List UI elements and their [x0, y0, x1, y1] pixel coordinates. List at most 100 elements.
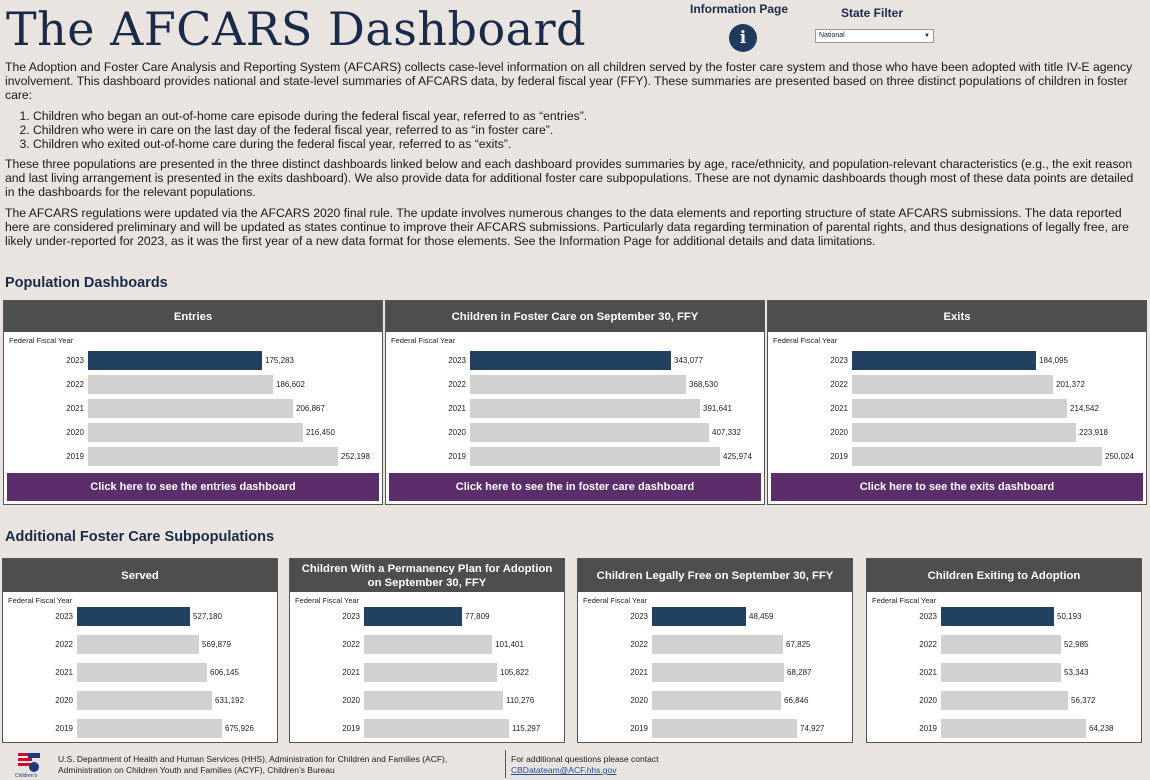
bar-2019[interactable] [941, 719, 1086, 738]
bar-2021[interactable] [941, 663, 1061, 682]
year-label: 2022 [448, 380, 466, 389]
open-dashboard-button[interactable]: Click here to see the entries dashboard [7, 473, 379, 501]
year-label: 2021 [830, 404, 848, 413]
bar-2021[interactable] [364, 663, 497, 682]
bar-2023[interactable] [852, 351, 1036, 370]
bar-value-label: 184,095 [1039, 356, 1068, 365]
bar-2023[interactable] [652, 607, 746, 626]
bar-2023[interactable] [941, 607, 1054, 626]
bar-row: 2019 115,297 [290, 719, 540, 738]
bar-2019[interactable] [364, 719, 509, 738]
bar-value-label: 67,825 [786, 640, 811, 649]
bar-2020[interactable] [941, 691, 1068, 710]
bar-2021[interactable] [852, 399, 1067, 418]
bar-row: 2021 206,867 [4, 399, 325, 418]
year-label: 2019 [55, 724, 73, 733]
card-title: Children Exiting to Adoption [867, 559, 1141, 592]
bar-2020[interactable] [852, 423, 1076, 442]
bar-2021[interactable] [77, 663, 207, 682]
bar-2023[interactable] [77, 607, 190, 626]
bar-value-label: 250,024 [1105, 452, 1134, 461]
sub_cards-card-served: Served Federal Fiscal Year 2023 527,180 2022… [2, 558, 278, 743]
bar-2021[interactable] [652, 663, 784, 682]
year-label: 2020 [630, 696, 648, 705]
year-label: 2023 [448, 356, 466, 365]
population_cards-card-entries: Entries Federal Fiscal Year 2023 175,283 202… [3, 300, 383, 505]
year-label: 2019 [66, 452, 84, 461]
bar-row: 2023 175,283 [4, 351, 294, 370]
year-label: 2020 [55, 696, 73, 705]
bar-value-label: 66,846 [784, 696, 809, 705]
bar-row: 2020 223,918 [768, 423, 1108, 442]
bar-2022[interactable] [88, 375, 273, 394]
bar-row: 2022 368,530 [386, 375, 718, 394]
bar-2022[interactable] [364, 635, 492, 654]
axis-label: Federal Fiscal Year [295, 596, 360, 605]
bar-row: 2021 53,343 [867, 663, 1088, 682]
bar-value-label: 105,822 [500, 668, 529, 677]
bar-2020[interactable] [470, 423, 709, 442]
bar-value-label: 252,198 [341, 452, 370, 461]
bar-2022[interactable] [941, 635, 1061, 654]
bar-row: 2019 252,198 [4, 447, 370, 466]
bar-2023[interactable] [88, 351, 262, 370]
bar-2019[interactable] [470, 447, 720, 466]
bar-2020[interactable] [652, 691, 781, 710]
population-list: Children who began an out-of-home care e… [33, 109, 1145, 152]
contact-email-link[interactable]: CBDatateam@ACF.hhs.gov [511, 765, 617, 775]
bar-2023[interactable] [470, 351, 671, 370]
info-icon[interactable]: i [729, 24, 757, 52]
year-label: 2021 [55, 668, 73, 677]
bar-value-label: 425,974 [723, 452, 752, 461]
bar-value-label: 206,867 [296, 404, 325, 413]
card-title: Entries [4, 301, 382, 332]
open-dashboard-button[interactable]: Click here to see the exits dashboard [771, 473, 1143, 501]
year-label: 2020 [342, 696, 360, 705]
year-label: 2021 [342, 668, 360, 677]
bar-2022[interactable] [470, 375, 686, 394]
bar-value-label: 53,343 [1064, 668, 1089, 677]
year-label: 2022 [919, 640, 937, 649]
bar-2022[interactable] [77, 635, 199, 654]
footer-contact: For additional questions please contact … [511, 754, 658, 776]
year-label: 2023 [342, 612, 360, 621]
intro-paragraph-3: The AFCARS regulations were updated via … [5, 206, 1129, 248]
bar-row: 2023 77,809 [290, 607, 489, 626]
bar-value-label: 186,602 [276, 380, 305, 389]
year-label: 2020 [66, 428, 84, 437]
bar-2023[interactable] [364, 607, 462, 626]
population_cards-card-exits: Exits Federal Fiscal Year 2023 184,095 2022 2… [767, 300, 1147, 505]
state-filter-value: National [819, 32, 845, 39]
bar-2019[interactable] [88, 447, 338, 466]
bar-2019[interactable] [652, 719, 797, 738]
bar-2020[interactable] [88, 423, 303, 442]
bar-2020[interactable] [364, 691, 503, 710]
bar-row: 2020 631,192 [3, 691, 244, 710]
bar-2020[interactable] [77, 691, 212, 710]
list-item: Children who exited out-of-home care dur… [33, 137, 1145, 152]
axis-label: Federal Fiscal Year [872, 596, 937, 605]
sub_cards-card-children-with-a-permanency-plan-for-adop: Children With a Permanency Plan for Adop… [289, 558, 565, 743]
sub_cards-card-children-legally-free-on-september-30-ff: Children Legally Free on September 30, F… [577, 558, 853, 743]
bar-row: 2022 67,825 [578, 635, 810, 654]
bar-value-label: 64,238 [1089, 724, 1114, 733]
bar-2021[interactable] [88, 399, 293, 418]
axis-label: Federal Fiscal Year [773, 336, 838, 345]
bar-2021[interactable] [470, 399, 700, 418]
bar-2019[interactable] [77, 719, 222, 738]
state-filter-select[interactable]: National ▼ [815, 29, 934, 43]
bar-row: 2021 391,641 [386, 399, 732, 418]
bar-row: 2021 606,145 [3, 663, 239, 682]
bar-2022[interactable] [652, 635, 783, 654]
bar-row: 2021 105,822 [290, 663, 529, 682]
year-label: 2022 [66, 380, 84, 389]
card-title: Children With a Permanency Plan for Adop… [290, 559, 564, 592]
bar-row: 2020 216,450 [4, 423, 335, 442]
open-dashboard-button[interactable]: Click here to see the in foster care das… [389, 473, 761, 501]
bar-row: 2022 201,372 [768, 375, 1085, 394]
bar-2019[interactable] [852, 447, 1102, 466]
year-label: 2021 [66, 404, 84, 413]
list-item: Children who began an out-of-home care e… [33, 109, 1145, 124]
bar-value-label: 368,530 [689, 380, 718, 389]
bar-2022[interactable] [852, 375, 1053, 394]
